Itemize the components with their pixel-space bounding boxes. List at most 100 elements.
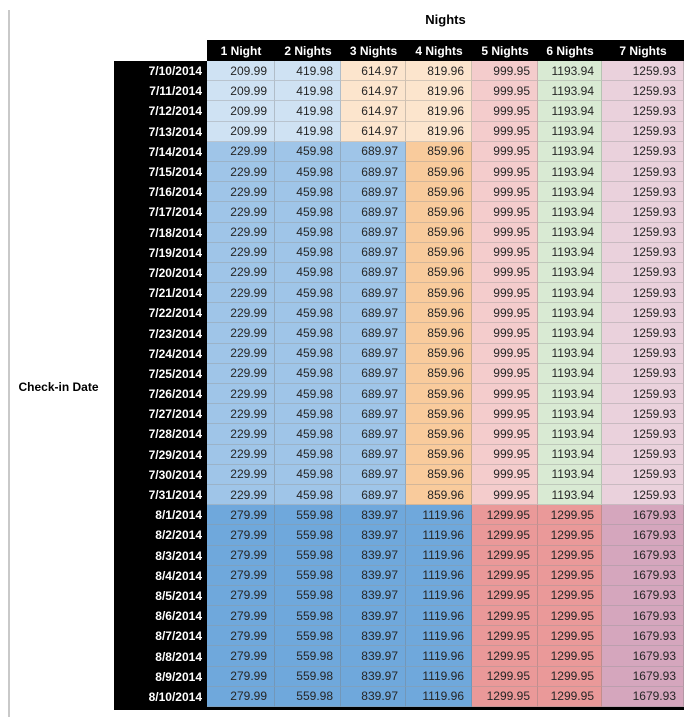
row-header-date: 7/31/2014 — [148, 488, 202, 503]
price-cell: 559.98 — [275, 525, 341, 546]
price-cell: 1259.93 — [602, 202, 684, 223]
price-cell: 999.95 — [472, 161, 538, 183]
price-cell: 999.95 — [472, 384, 538, 405]
price-cell: 279.99 — [207, 505, 275, 526]
price-cell: 859.96 — [406, 343, 472, 364]
price-cell: 859.96 — [406, 404, 472, 425]
price-cell: 1193.94 — [538, 222, 602, 243]
price-cell: 689.97 — [341, 161, 406, 183]
nights-column-header-row: 1 Night 2 Nights 3 Nights 4 Nights 5 Nights 6… — [207, 40, 684, 61]
price-cell: 1193.94 — [538, 464, 602, 485]
price-cell: 859.96 — [406, 222, 472, 243]
price-cell: 559.98 — [275, 646, 341, 667]
price-cell: 279.99 — [207, 666, 275, 687]
row-header-date: 7/13/2014 — [148, 124, 202, 139]
price-cell: 689.97 — [341, 182, 406, 203]
price-cell: 819.96 — [406, 121, 472, 142]
price-cell: 1119.96 — [406, 686, 472, 707]
row-header-date: 8/5/2014 — [155, 588, 202, 603]
price-cell: 1119.96 — [406, 565, 472, 586]
price-cell: 999.95 — [472, 202, 538, 223]
price-cell: 689.97 — [341, 242, 406, 263]
price-cell: 559.98 — [275, 565, 341, 586]
price-cell: 1193.94 — [538, 303, 602, 324]
price-cell: 559.98 — [275, 545, 341, 566]
price-cell: 1259.93 — [602, 303, 684, 324]
price-cell: 459.98 — [275, 363, 341, 384]
price-cell: 459.98 — [275, 424, 341, 445]
price-cell: 209.99 — [207, 81, 275, 102]
column-header: 4 Nights — [415, 43, 463, 58]
price-cell: 419.98 — [275, 101, 341, 122]
price-cell: 689.97 — [341, 202, 406, 223]
price-cell: 1119.96 — [406, 585, 472, 607]
price-cell: 614.97 — [341, 101, 406, 122]
price-cell: 459.98 — [275, 262, 341, 284]
price-cell: 1259.93 — [602, 343, 684, 364]
price-cell: 1299.95 — [538, 606, 602, 627]
price-cell: 229.99 — [207, 262, 275, 284]
price-cell: 1299.95 — [538, 565, 602, 586]
price-cell: 859.96 — [406, 303, 472, 324]
row-header-date: 7/28/2014 — [148, 427, 202, 442]
price-cell: 839.97 — [341, 505, 406, 526]
price-cell: 1299.95 — [472, 606, 538, 627]
price-cell: 819.96 — [406, 61, 472, 82]
price-cell: 1259.93 — [602, 424, 684, 445]
price-cell: 1259.93 — [602, 262, 684, 284]
price-cell: 1299.95 — [538, 626, 602, 647]
row-header-date: 7/25/2014 — [148, 366, 202, 381]
price-cell: 1299.95 — [472, 545, 538, 566]
price-cell: 229.99 — [207, 404, 275, 425]
price-cell: 279.99 — [207, 686, 275, 707]
price-cell: 459.98 — [275, 323, 341, 344]
row-header-date: 7/19/2014 — [148, 245, 202, 260]
price-cell: 614.97 — [341, 81, 406, 102]
price-cell: 279.99 — [207, 545, 275, 566]
row-header-date: 7/20/2014 — [148, 265, 202, 280]
price-cell: 999.95 — [472, 222, 538, 243]
price-cell: 999.95 — [472, 343, 538, 364]
price-cell: 1679.93 — [602, 525, 684, 546]
price-cell: 859.96 — [406, 484, 472, 506]
price-cell: 689.97 — [341, 363, 406, 384]
price-cell: 1679.93 — [602, 585, 684, 607]
price-cell: 1259.93 — [602, 61, 684, 82]
price-cell: 229.99 — [207, 141, 275, 162]
row-header-date: 7/12/2014 — [148, 104, 202, 119]
price-cell: 229.99 — [207, 283, 275, 304]
table-title: Nights — [425, 12, 466, 27]
price-cell: 1193.94 — [538, 363, 602, 384]
price-cell: 229.99 — [207, 464, 275, 485]
price-cell: 859.96 — [406, 141, 472, 162]
price-cell: 999.95 — [472, 141, 538, 162]
column-header: 1 Night — [220, 43, 262, 58]
price-cell: 459.98 — [275, 161, 341, 183]
price-cell: 1193.94 — [538, 121, 602, 142]
price-cell: 859.96 — [406, 202, 472, 223]
price-cell: 689.97 — [341, 384, 406, 405]
price-cell: 1259.93 — [602, 384, 684, 405]
price-cell: 999.95 — [472, 283, 538, 304]
price-cell: 1193.94 — [538, 141, 602, 162]
price-cell: 1193.94 — [538, 101, 602, 122]
price-cell: 1193.94 — [538, 424, 602, 445]
price-cell: 999.95 — [472, 424, 538, 445]
price-cell: 559.98 — [275, 606, 341, 627]
price-cell: 229.99 — [207, 363, 275, 384]
row-header-date: 7/22/2014 — [148, 306, 202, 321]
price-cell: 1193.94 — [538, 262, 602, 284]
price-cell: 999.95 — [472, 61, 538, 82]
price-cell: 859.96 — [406, 262, 472, 284]
price-cell: 1299.95 — [538, 585, 602, 607]
price-cell: 1259.93 — [602, 121, 684, 142]
price-cell: 1299.95 — [472, 505, 538, 526]
price-cell: 999.95 — [472, 444, 538, 465]
price-cell: 1299.95 — [538, 686, 602, 707]
price-cell: 229.99 — [207, 222, 275, 243]
row-header-date: 7/15/2014 — [148, 165, 202, 180]
price-cell: 1259.93 — [602, 464, 684, 485]
price-cell: 279.99 — [207, 646, 275, 667]
price-cell: 1259.93 — [602, 101, 684, 122]
row-header-date: 7/30/2014 — [148, 467, 202, 482]
